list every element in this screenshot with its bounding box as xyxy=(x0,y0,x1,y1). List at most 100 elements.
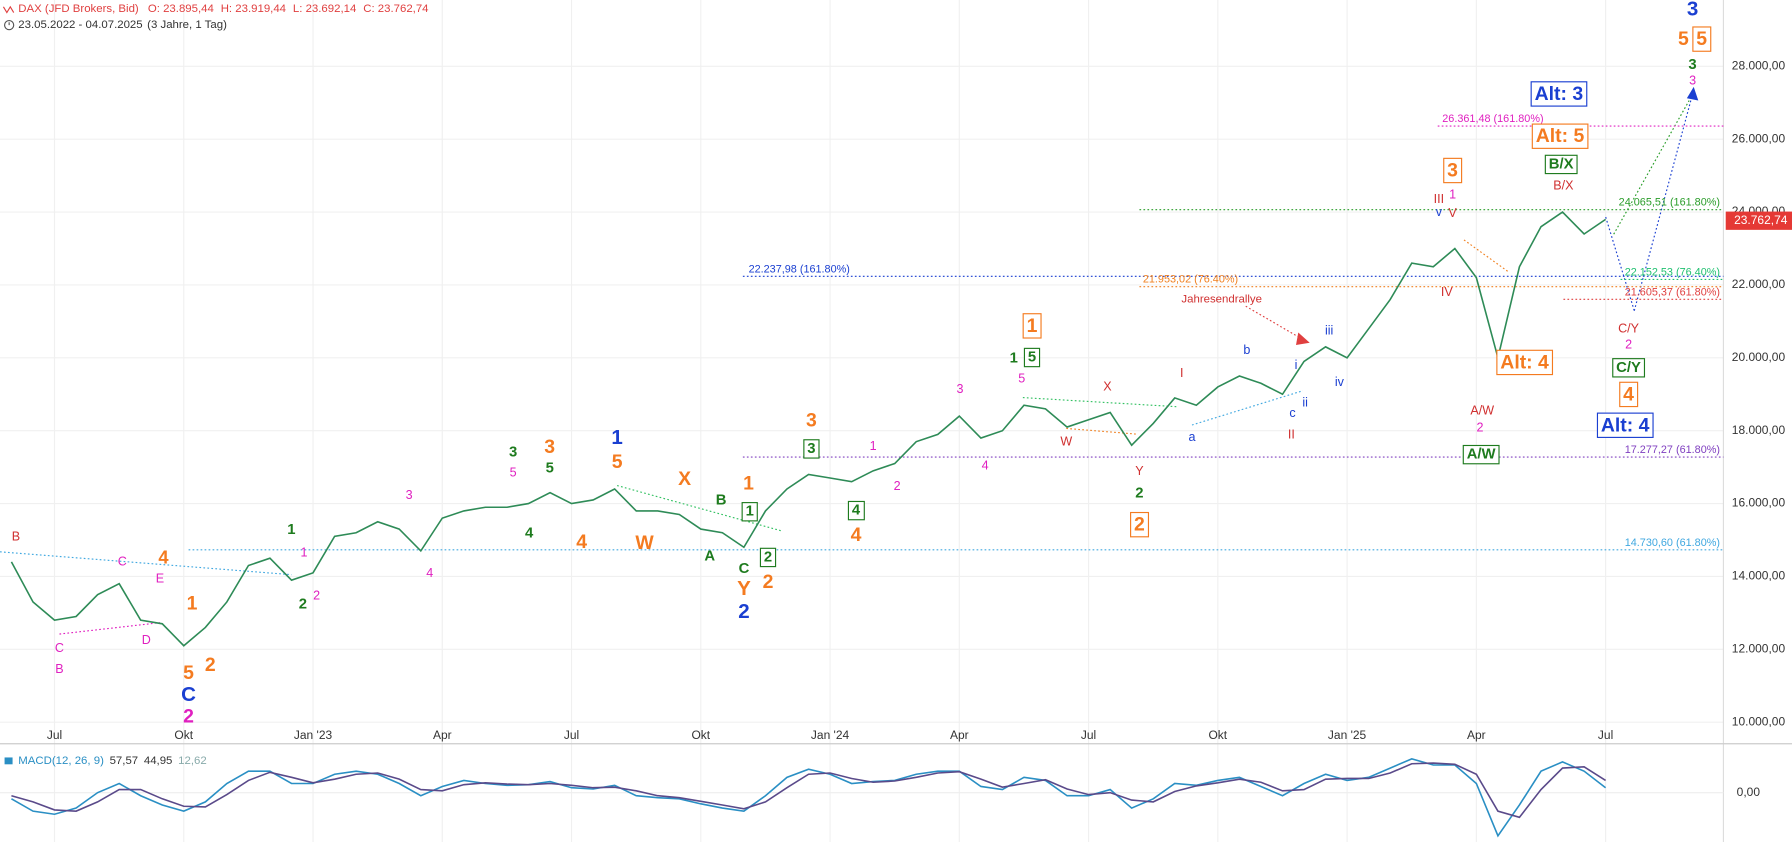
wave-label: 3 xyxy=(807,441,815,457)
wave-label: 5 xyxy=(510,465,517,479)
macd-line xyxy=(11,762,1607,819)
wave-label: 1 xyxy=(1010,351,1018,367)
wave-label: 5 xyxy=(1696,28,1707,50)
x-tick-label: Jan '23 xyxy=(294,728,333,742)
x-tick-label: Okt xyxy=(691,728,710,742)
wave-label: 2 xyxy=(299,596,307,612)
x-tick-label: Okt xyxy=(1208,728,1227,742)
wave-label-box xyxy=(1023,347,1041,368)
wave-label-box xyxy=(1619,381,1639,408)
wave-label: C/Y xyxy=(1616,360,1641,376)
y-tick-label: 20.000,00 xyxy=(1732,350,1786,364)
wave-label: 2 xyxy=(1625,337,1632,351)
wave-label-box xyxy=(1692,26,1712,52)
wave-label-box xyxy=(1530,81,1588,107)
wave-label: a xyxy=(1189,430,1196,444)
wave-label: 3 xyxy=(544,436,555,458)
wave-label-box xyxy=(1130,511,1150,538)
header-text: C: 23.762,74 xyxy=(363,3,429,15)
wave-label: B xyxy=(12,529,20,543)
y-tick-label: 14.000,00 xyxy=(1732,569,1786,583)
arrow-head xyxy=(1296,332,1310,346)
wave-label: II xyxy=(1288,428,1295,442)
wave-label: X xyxy=(678,468,691,490)
wave-label: 4 xyxy=(1623,383,1634,405)
wave-label: C xyxy=(118,554,127,568)
header-text: H: 23.919,44 xyxy=(221,3,287,15)
wave-label: C xyxy=(55,641,64,655)
wave-label: 5 xyxy=(612,451,623,473)
y-tick-label: 18.000,00 xyxy=(1732,423,1786,437)
indicator-value: 44,95 xyxy=(144,755,173,767)
trend-line xyxy=(1191,390,1304,426)
wave-label: 1 xyxy=(870,439,877,453)
indicator-icon xyxy=(4,757,13,765)
wave-label: 2 xyxy=(763,571,774,593)
wave-label: Y xyxy=(1135,464,1144,478)
arrow-line xyxy=(1245,305,1301,339)
wave-label: 1 xyxy=(743,473,754,495)
wave-label: 3 xyxy=(1688,57,1696,73)
wave-label: 4 xyxy=(852,503,861,519)
level-label: 21.605,37 (61.80%) xyxy=(1625,286,1720,298)
wave-label: Alt: 5 xyxy=(1536,125,1585,147)
trend-line xyxy=(0,551,292,576)
wave-label-box xyxy=(1496,349,1554,376)
wave-label: 3 xyxy=(1687,0,1698,21)
wave-label: 2 xyxy=(1477,421,1484,435)
y-tick-label: 22.000,00 xyxy=(1732,277,1786,291)
wave-label-box xyxy=(1462,444,1500,465)
wave-label-box xyxy=(1612,358,1646,378)
projection-line xyxy=(1605,216,1635,311)
x-tick-label: Apr xyxy=(433,728,452,742)
projection-line xyxy=(1633,98,1692,311)
wave-label: ii xyxy=(1302,396,1308,410)
wave-label: 2 xyxy=(738,600,749,623)
wave-label: Alt: 3 xyxy=(1535,83,1584,105)
level-label: 14.730,60 (61.80%) xyxy=(1625,537,1720,549)
wave-label: B/X xyxy=(1549,156,1574,172)
chart-icon xyxy=(2,5,15,14)
wave-label: 4 xyxy=(851,524,862,546)
y-tick-label: 16.000,00 xyxy=(1732,496,1786,510)
wave-label-box xyxy=(803,439,820,459)
wave-label: W xyxy=(635,532,654,554)
wave-label: E xyxy=(156,572,164,586)
projection-line xyxy=(1613,100,1690,235)
wave-label: III xyxy=(1434,192,1444,206)
trend-line xyxy=(1022,397,1178,408)
price-line xyxy=(10,211,1607,647)
wave-label: 5 xyxy=(1018,372,1025,386)
wave-label: Alt: 4 xyxy=(1601,414,1650,436)
x-tick-label: Apr xyxy=(950,728,969,742)
x-tick-label: Jul xyxy=(564,728,579,742)
wave-label: 1 xyxy=(301,545,308,559)
header-text: O: 23.895,44 xyxy=(148,3,215,15)
wave-label: 4 xyxy=(576,531,587,553)
wave-label: 1 xyxy=(1027,315,1038,337)
wave-label: 4 xyxy=(525,525,534,541)
last-price-tag xyxy=(1725,211,1792,230)
wave-label: A xyxy=(704,548,715,564)
x-tick-label: Jul xyxy=(47,728,62,742)
trend-line xyxy=(59,622,161,635)
wave-label: 1 xyxy=(287,522,295,538)
level-label: 24.065,51 (161.80%) xyxy=(1619,197,1720,209)
level-label: 22.152,53 (76.40%) xyxy=(1625,266,1720,278)
wave-label: Y xyxy=(737,577,751,600)
wave-label: D xyxy=(142,633,151,647)
header-text: DAX (JFD Brokers, Bid) xyxy=(18,3,139,15)
wave-label: 5 xyxy=(546,460,554,476)
wave-label: C xyxy=(739,561,750,577)
level-label: 17.277,27 (61.80%) xyxy=(1625,444,1720,456)
wave-label: iv xyxy=(1335,375,1345,389)
wave-label: 2 xyxy=(1135,485,1143,501)
wave-label: 3 xyxy=(509,444,517,460)
y-tick-label: 26.000,00 xyxy=(1732,131,1786,145)
wave-label: IV xyxy=(1441,285,1453,299)
header-icons xyxy=(2,5,15,31)
wave-label: 1 xyxy=(746,504,754,520)
trend-lines xyxy=(0,86,1699,635)
wave-label: 3 xyxy=(957,382,964,396)
